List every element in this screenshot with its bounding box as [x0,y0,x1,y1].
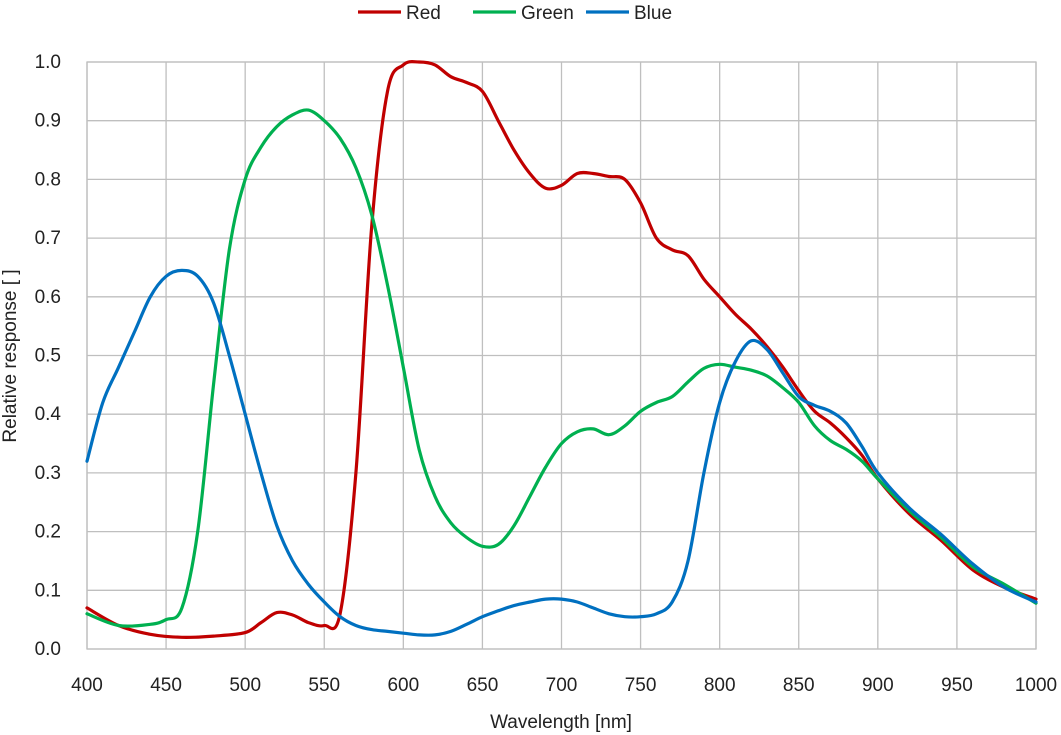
x-axis-title: Wavelength [nm] [490,712,632,733]
y-tick-label: 0.0 [35,639,61,660]
axis-ticks: 400 450 500 550 600 650 700 750 800 850 900 950 1000… [35,52,1058,696]
legend-label: Blue [634,3,672,24]
legend-label: Green [521,3,574,24]
plot-series [85,60,1038,639]
x-tick-label: 800 [704,675,736,696]
legend-item-green: Green [473,3,574,24]
x-tick-label: 650 [467,675,499,696]
y-tick-label: 0.4 [35,404,62,425]
x-tick-label: 450 [150,675,182,696]
series-line-red [85,60,1038,639]
y-tick-label: 0.7 [35,228,61,249]
y-tick-label: 0.8 [35,169,61,190]
x-tick-label: 950 [941,675,973,696]
y-tick-label: 1.0 [35,52,61,73]
legend-item-red: Red [358,3,441,24]
y-tick-label: 0.1 [35,580,61,601]
series-line-green [85,108,1038,628]
plot-grid [86,61,1037,650]
x-tick-label: 400 [71,675,103,696]
x-tick-label: 750 [625,675,657,696]
series-line-blue [85,268,1038,637]
plot-frame [86,61,1037,650]
x-tick-label: 550 [308,675,340,696]
x-tick-label: 850 [783,675,815,696]
legend-item-blue: Blue [586,3,672,24]
y-axis-title: Relative response [ ] [0,269,21,442]
x-tick-label: 500 [229,675,261,696]
legend-label: Red [406,3,441,24]
y-tick-label: 0.5 [35,346,61,367]
x-tick-label: 600 [387,675,419,696]
y-tick-label: 0.6 [35,287,61,308]
y-tick-label: 0.3 [35,463,61,484]
y-tick-label: 0.2 [35,522,61,543]
x-tick-label: 700 [546,675,578,696]
legend: Red Green Blue [358,3,672,24]
y-tick-label: 0.9 [35,111,61,132]
x-tick-label: 900 [862,675,894,696]
x-tick-label: 1000 [1015,675,1057,696]
